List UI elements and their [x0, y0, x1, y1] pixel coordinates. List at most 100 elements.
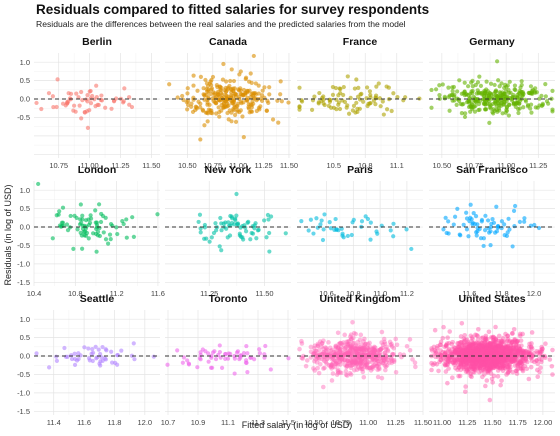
data-point — [489, 363, 495, 368]
data-point — [348, 334, 353, 340]
data-point — [207, 102, 212, 107]
data-point — [175, 348, 180, 353]
data-point — [510, 95, 515, 100]
data-point — [371, 346, 376, 352]
data-point — [387, 339, 393, 345]
data-point — [375, 348, 381, 353]
data-point — [376, 361, 381, 367]
data-point — [519, 361, 525, 367]
data-point — [193, 107, 198, 113]
data-point — [353, 358, 358, 363]
data-point — [473, 349, 479, 355]
data-point — [479, 344, 485, 350]
data-point — [503, 346, 508, 352]
data-point — [529, 341, 534, 346]
data-point — [365, 341, 371, 347]
data-point — [233, 94, 239, 99]
data-point — [482, 347, 488, 352]
data-point — [352, 358, 357, 364]
data-point — [384, 363, 390, 368]
facet-title: Canada — [209, 36, 247, 48]
data-point — [248, 237, 253, 242]
data-point — [480, 356, 485, 362]
data-point — [466, 350, 472, 355]
data-point — [380, 355, 386, 361]
data-point — [530, 353, 536, 358]
data-point — [363, 347, 369, 353]
data-point — [498, 341, 504, 347]
data-point — [338, 370, 344, 376]
data-point — [79, 89, 84, 95]
data-point — [472, 367, 478, 372]
data-point — [467, 358, 472, 363]
data-point — [229, 87, 234, 92]
data-point — [504, 107, 509, 112]
data-point — [317, 352, 322, 357]
data-point — [391, 234, 396, 239]
data-point — [389, 341, 394, 347]
data-point — [345, 349, 351, 355]
data-point — [333, 216, 338, 222]
data-point — [507, 369, 512, 374]
data-point — [454, 357, 460, 363]
data-point — [473, 367, 478, 373]
data-point — [243, 229, 249, 234]
data-point — [358, 347, 363, 352]
x-tick-label: 11.2 — [400, 289, 414, 298]
data-point — [368, 368, 374, 373]
data-point — [490, 359, 496, 365]
data-point — [477, 350, 482, 356]
data-point — [475, 351, 481, 356]
data-point — [520, 368, 526, 374]
data-point — [382, 358, 387, 364]
data-point — [456, 365, 462, 370]
data-point — [481, 343, 486, 349]
data-point — [330, 371, 336, 376]
data-point — [503, 82, 508, 87]
data-point — [473, 347, 479, 353]
data-point — [371, 345, 376, 351]
data-point — [471, 351, 476, 357]
data-point — [474, 233, 479, 238]
data-point — [264, 235, 269, 240]
data-point — [500, 111, 505, 116]
data-point — [443, 343, 449, 348]
data-point — [504, 351, 509, 357]
data-point — [508, 351, 513, 356]
data-point — [355, 352, 361, 357]
data-point — [317, 90, 322, 96]
data-point — [493, 355, 499, 361]
data-point — [488, 225, 494, 230]
data-point — [316, 347, 322, 353]
x-axis-title: Fitted salary (in log of USD) — [242, 420, 353, 430]
data-point — [198, 230, 203, 235]
data-point — [480, 361, 485, 367]
data-point — [460, 358, 465, 364]
data-point — [498, 345, 503, 350]
data-point — [492, 341, 497, 346]
data-point — [198, 350, 203, 355]
data-point — [465, 339, 471, 345]
data-point — [225, 235, 230, 240]
data-point — [429, 346, 434, 351]
data-point — [467, 354, 472, 360]
data-point — [493, 361, 499, 366]
data-point — [505, 336, 511, 342]
data-point — [467, 349, 473, 355]
data-point — [452, 362, 457, 367]
data-point — [328, 226, 334, 231]
data-point — [461, 359, 467, 364]
data-point — [510, 357, 515, 362]
data-point — [506, 339, 512, 345]
data-point — [350, 360, 355, 366]
data-point — [348, 344, 353, 349]
data-point — [446, 355, 452, 361]
data-point — [496, 359, 502, 364]
data-point — [538, 365, 543, 371]
data-point — [478, 361, 484, 366]
data-point — [487, 353, 493, 359]
data-point — [504, 346, 509, 351]
data-point — [496, 356, 501, 361]
data-point — [529, 344, 534, 350]
data-point — [217, 114, 222, 119]
